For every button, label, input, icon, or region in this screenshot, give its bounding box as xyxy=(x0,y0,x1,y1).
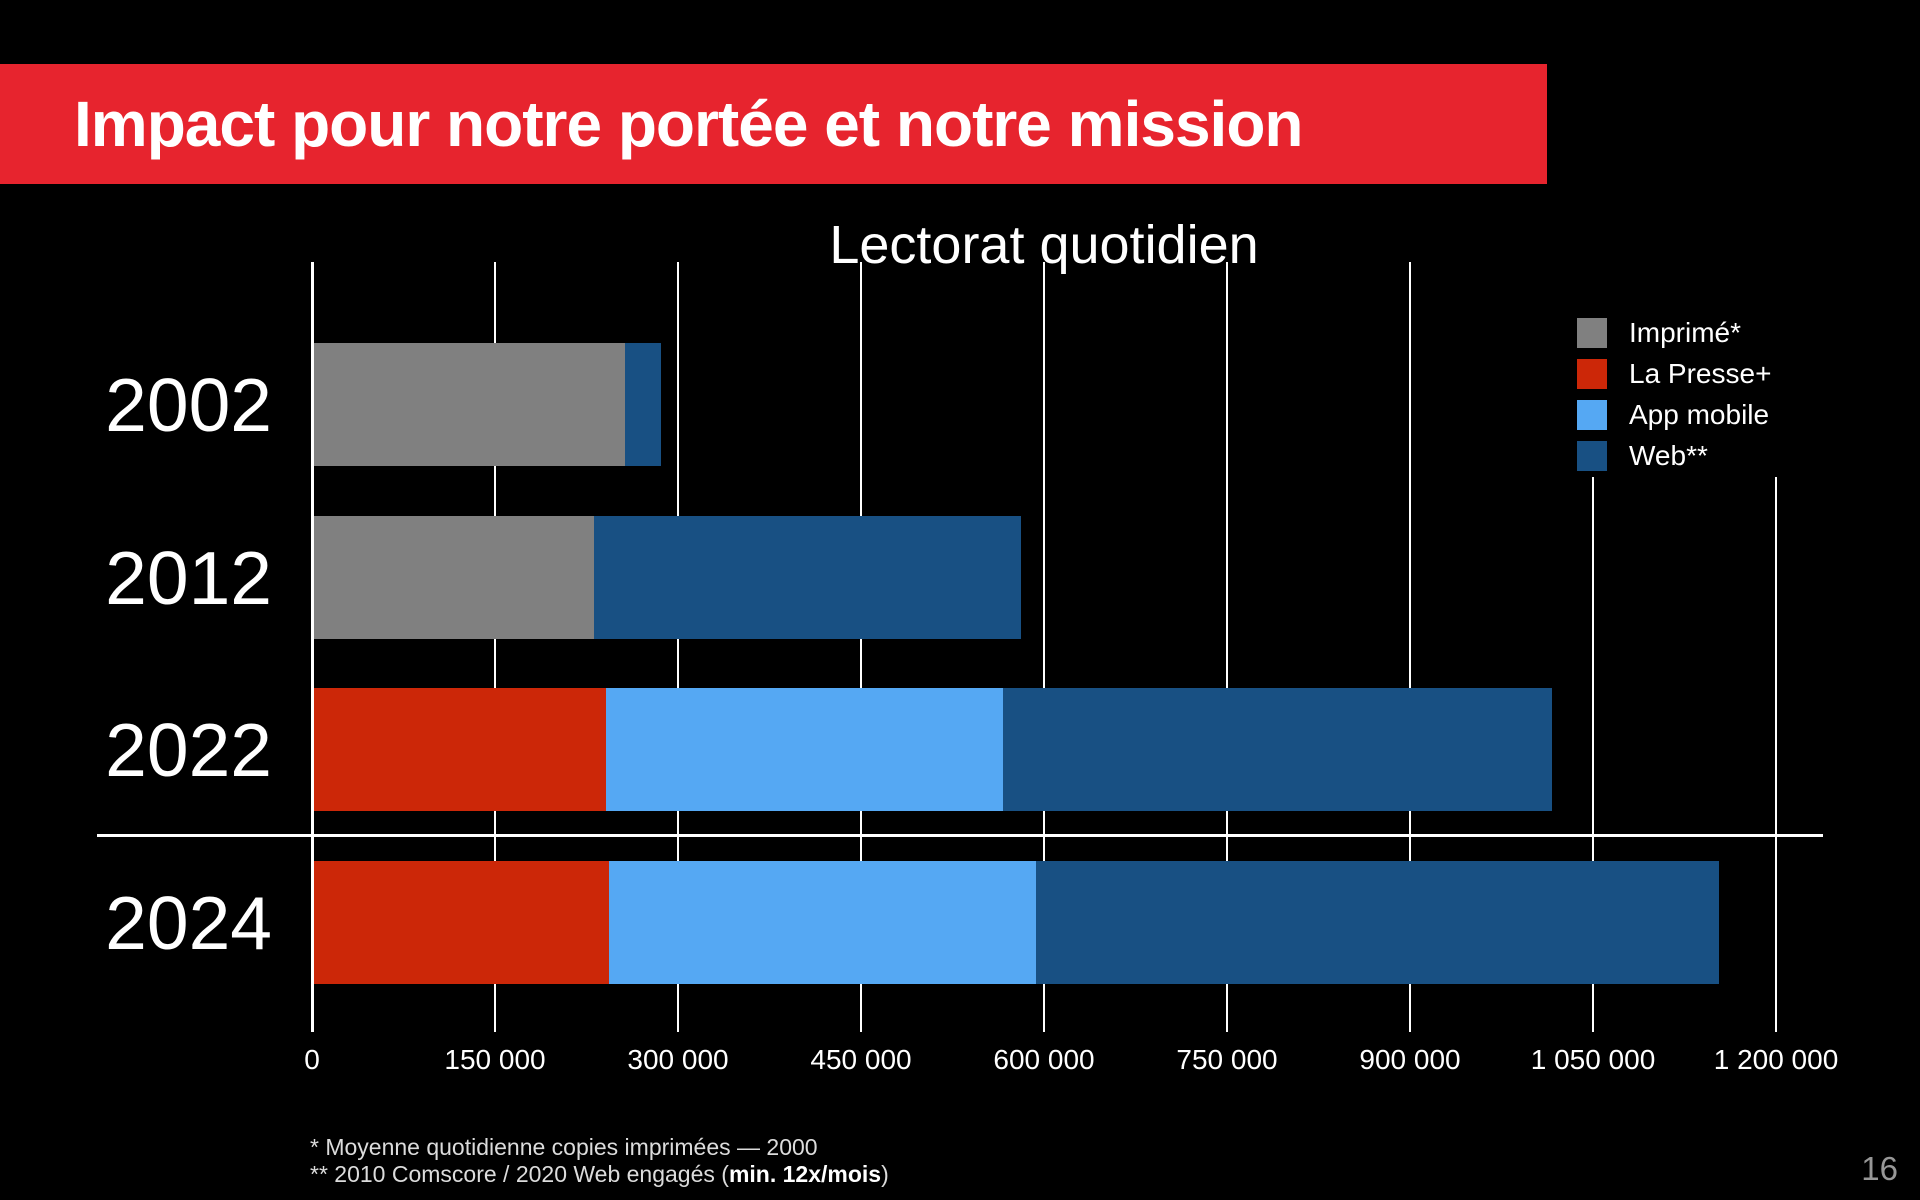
gridline xyxy=(1043,262,1045,1032)
bar-segment-2022-appmobile xyxy=(606,688,1003,811)
year-label-2002: 2002 xyxy=(105,362,272,447)
gridline xyxy=(860,262,862,1032)
x-tick-label: 750 000 xyxy=(1176,1044,1278,1075)
y-axis-line xyxy=(310,262,314,1032)
legend-label: Web** xyxy=(1629,440,1708,471)
chart-title: Lectorat quotidien xyxy=(829,215,1259,275)
legend-label: Imprimé* xyxy=(1629,317,1742,348)
bar-segment-2002-imprim xyxy=(313,343,625,466)
year-label-2022: 2022 xyxy=(105,707,272,792)
separator-line xyxy=(97,834,1823,837)
page-number: 16 xyxy=(1861,1150,1898,1187)
bar-segment-2022-web xyxy=(1002,688,1552,811)
bar-segment-2002-web xyxy=(624,343,662,466)
bar-segment-2024-lapresse+ xyxy=(313,861,609,984)
bar-segment-2012-web xyxy=(594,516,1022,639)
year-label-2012: 2012 xyxy=(105,535,272,620)
legend-swatch-icon xyxy=(1577,359,1607,389)
x-tick-label: 900 000 xyxy=(1359,1044,1461,1075)
bar-segment-2024-appmobile xyxy=(608,861,1036,984)
gridline xyxy=(1409,262,1411,1032)
gridline xyxy=(1226,262,1228,1032)
bar-segment-2022-lapresse+ xyxy=(313,688,607,811)
legend-swatch-icon xyxy=(1577,441,1607,471)
gridline xyxy=(1775,477,1777,1032)
legend-row: Imprimé* xyxy=(1577,317,1771,348)
bar-segment-2012-imprim xyxy=(313,516,595,639)
x-tick-label: 1 200 000 xyxy=(1713,1044,1839,1075)
year-label-2024: 2024 xyxy=(105,880,272,965)
legend-row: App mobile xyxy=(1577,399,1771,430)
footnote-1: * Moyenne quotidienne copies imprimées —… xyxy=(310,1134,818,1160)
legend-row: Web** xyxy=(1577,440,1771,471)
x-tick-label: 150 000 xyxy=(444,1044,546,1075)
x-tick-label: 300 000 xyxy=(627,1044,729,1075)
slide-title: Impact pour notre portée et notre missio… xyxy=(74,88,1303,160)
legend-label: App mobile xyxy=(1629,399,1770,430)
gridline xyxy=(677,262,679,1032)
gridline xyxy=(1592,477,1594,1032)
chart-legend: Imprimé* La Presse+ App mobile Web** xyxy=(1577,317,1772,482)
bar-segment-2024-web xyxy=(1035,861,1719,984)
footnotes: * Moyenne quotidienne copies imprimées —… xyxy=(310,1134,889,1188)
x-tick-label: 0 xyxy=(304,1044,320,1075)
legend-label: La Presse+ xyxy=(1629,358,1772,389)
gridline xyxy=(494,262,496,1032)
x-tick-label: 450 000 xyxy=(810,1044,912,1075)
slide-title-banner: Impact pour notre portée et notre missio… xyxy=(0,64,1547,184)
footnote-2: ** 2010 Comscore / 2020 Web engagés (min… xyxy=(310,1161,889,1187)
x-tick-label: 600 000 xyxy=(993,1044,1095,1075)
x-tick-label: 1 050 000 xyxy=(1530,1044,1656,1075)
legend-swatch-icon xyxy=(1577,400,1607,430)
legend-swatch-icon xyxy=(1577,318,1607,348)
legend-row: La Presse+ xyxy=(1577,358,1772,389)
